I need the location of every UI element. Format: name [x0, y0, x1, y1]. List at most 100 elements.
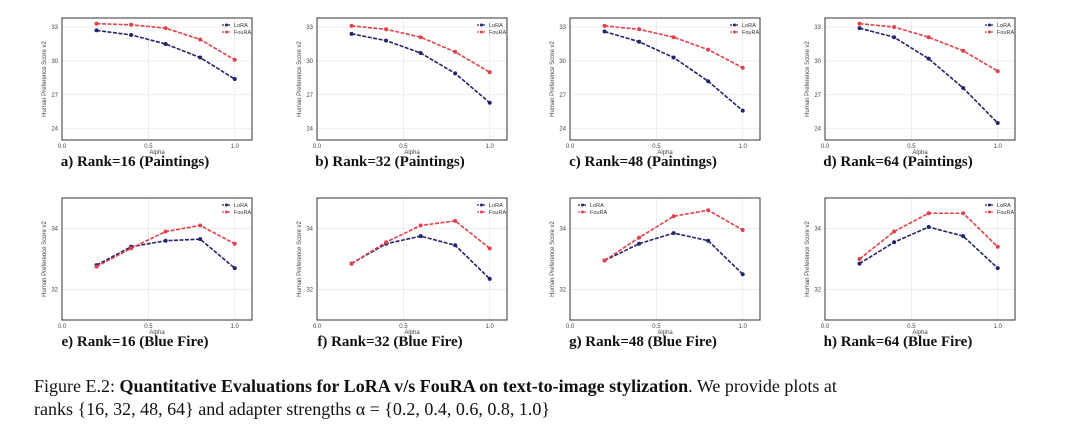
- line-chart: 0.0 0.5 1.0 32 34 Alpha Human Preference Score…: [550, 197, 761, 336]
- x-tick-label: 0.0: [566, 324, 575, 330]
- panel-caption: b) Rank=32 (Paintings): [315, 154, 465, 170]
- data-point-foura: [163, 26, 168, 31]
- data-point-foura: [418, 223, 423, 228]
- y-axis-label: Human Preference Score v2: [805, 220, 811, 296]
- legend-entry: FouRA: [234, 210, 251, 216]
- y-tick-label: 30: [559, 59, 566, 65]
- x-tick-label: 0.0: [566, 144, 575, 150]
- y-tick-label: 30: [814, 59, 821, 65]
- legend-entry: LoRA: [489, 203, 503, 209]
- x-tick-label: 0.5: [399, 324, 408, 330]
- data-point-lora: [198, 237, 203, 242]
- legend-marker: [225, 210, 228, 214]
- plot-frame: [824, 197, 1016, 321]
- data-point-foura: [706, 208, 711, 213]
- legend-entry: FouRA: [997, 30, 1014, 36]
- plot-area: [317, 18, 507, 140]
- y-tick-label: 27: [51, 93, 58, 99]
- panel-caption: h) Rank=64 (Blue Fire): [823, 334, 973, 350]
- y-tick-label: 30: [306, 59, 313, 65]
- y-tick-label: 33: [51, 25, 58, 31]
- data-point-foura: [453, 49, 458, 54]
- data-point-foura: [995, 244, 1000, 249]
- x-tick-label: 0.0: [58, 144, 67, 150]
- series-line-foura: [351, 25, 491, 73]
- data-point-lora: [706, 79, 711, 84]
- line-chart: 0.0 0.5 1.0 24 27 30 33 Alpha Human Preference S…: [805, 17, 1016, 156]
- panel-caption: a) Rank=16 (Paintings): [60, 154, 210, 170]
- plot-area: [825, 198, 1015, 320]
- chart-panel: 0.0 0.5 1.0 32 34 Alpha Human Preference Score…: [773, 190, 1023, 370]
- data-point-lora: [637, 241, 642, 246]
- data-point-foura: [706, 47, 711, 52]
- y-axis-label: Human Preference Score v2: [805, 40, 811, 116]
- data-point-foura: [995, 69, 1000, 74]
- y-tick-label: 27: [559, 93, 566, 99]
- data-point-lora: [163, 238, 168, 243]
- x-tick-label: 1.0: [231, 144, 240, 150]
- legend-marker: [480, 210, 483, 214]
- legend-entry: FouRA: [590, 210, 607, 216]
- series-line-lora: [96, 29, 236, 80]
- plot-area: [570, 198, 760, 320]
- x-tick-label: 0.5: [144, 144, 153, 150]
- chart-panel: 0.0 0.5 1.0 32 34 Alpha Human Preference Score…: [265, 190, 515, 370]
- legend-marker: [225, 30, 228, 34]
- figure-caption-label: Figure E.2:: [34, 376, 115, 396]
- y-tick-label: 27: [814, 93, 821, 99]
- chart-panel: 0.0 0.5 1.0 24 27 30 33 Alpha Human Preference S…: [518, 10, 768, 190]
- figure-caption-text: . We provide plots at: [688, 376, 837, 396]
- data-point-lora: [487, 100, 492, 105]
- data-point-foura: [926, 211, 931, 216]
- plot-frame: [824, 17, 1016, 141]
- y-tick-label: 33: [306, 25, 313, 31]
- data-point-lora: [740, 272, 745, 277]
- legend-marker: [225, 203, 228, 207]
- x-tick-label: 0.0: [313, 144, 322, 150]
- line-chart: 0.0 0.5 1.0 32 34 Alpha Human Preference Score…: [805, 197, 1016, 336]
- y-tick-label: 24: [559, 127, 566, 133]
- data-point-foura: [926, 35, 931, 40]
- x-axis-label: Alpha: [404, 150, 420, 156]
- legend-entry: LoRA: [489, 23, 503, 29]
- data-point-lora: [740, 108, 745, 113]
- legend-entry: LoRA: [997, 203, 1011, 209]
- plot-area: [317, 198, 507, 320]
- legend-entry: LoRA: [234, 203, 248, 209]
- data-point-foura: [602, 23, 607, 28]
- data-point-lora: [453, 243, 458, 248]
- data-point-lora: [232, 77, 237, 81]
- legend-entry: FouRA: [489, 210, 506, 216]
- chart-panel: 0.0 0.5 1.0 24 27 30 33 Alpha Human Preference S…: [265, 10, 515, 190]
- data-point-foura: [94, 264, 99, 269]
- legend-entry: LoRA: [234, 23, 248, 29]
- x-tick-label: 0.5: [907, 144, 916, 150]
- data-point-lora: [857, 261, 862, 266]
- legend-marker: [480, 30, 483, 34]
- data-point-foura: [384, 240, 389, 245]
- y-axis-label: Human Preference Score v2: [550, 220, 556, 296]
- panel-caption: g) Rank=48 (Blue Fire): [569, 334, 717, 350]
- series-line-foura: [859, 22, 999, 72]
- y-tick-label: 32: [559, 288, 566, 294]
- series-line-foura: [604, 209, 744, 262]
- chart-panel: 0.0 0.5 1.0 32 34 Alpha Human Preference Score…: [518, 190, 768, 370]
- data-point-foura: [892, 229, 897, 234]
- legend-marker: [581, 210, 584, 214]
- figure-caption: Figure E.2: Quantitative Evaluations for…: [34, 375, 1064, 421]
- data-point-lora: [995, 121, 1000, 126]
- data-point-lora: [487, 276, 492, 281]
- data-point-foura: [487, 246, 492, 251]
- x-tick-label: 1.0: [739, 144, 748, 150]
- legend-marker: [988, 30, 991, 34]
- x-tick-label: 0.5: [144, 324, 153, 330]
- x-tick-label: 0.0: [58, 324, 67, 330]
- legend-entry: LoRA: [997, 23, 1011, 29]
- x-tick-label: 0.5: [652, 324, 661, 330]
- data-point-lora: [163, 41, 168, 46]
- plot-area: [825, 18, 1015, 140]
- data-point-lora: [961, 234, 966, 239]
- data-point-foura: [232, 241, 237, 246]
- x-tick-label: 1.0: [994, 144, 1003, 150]
